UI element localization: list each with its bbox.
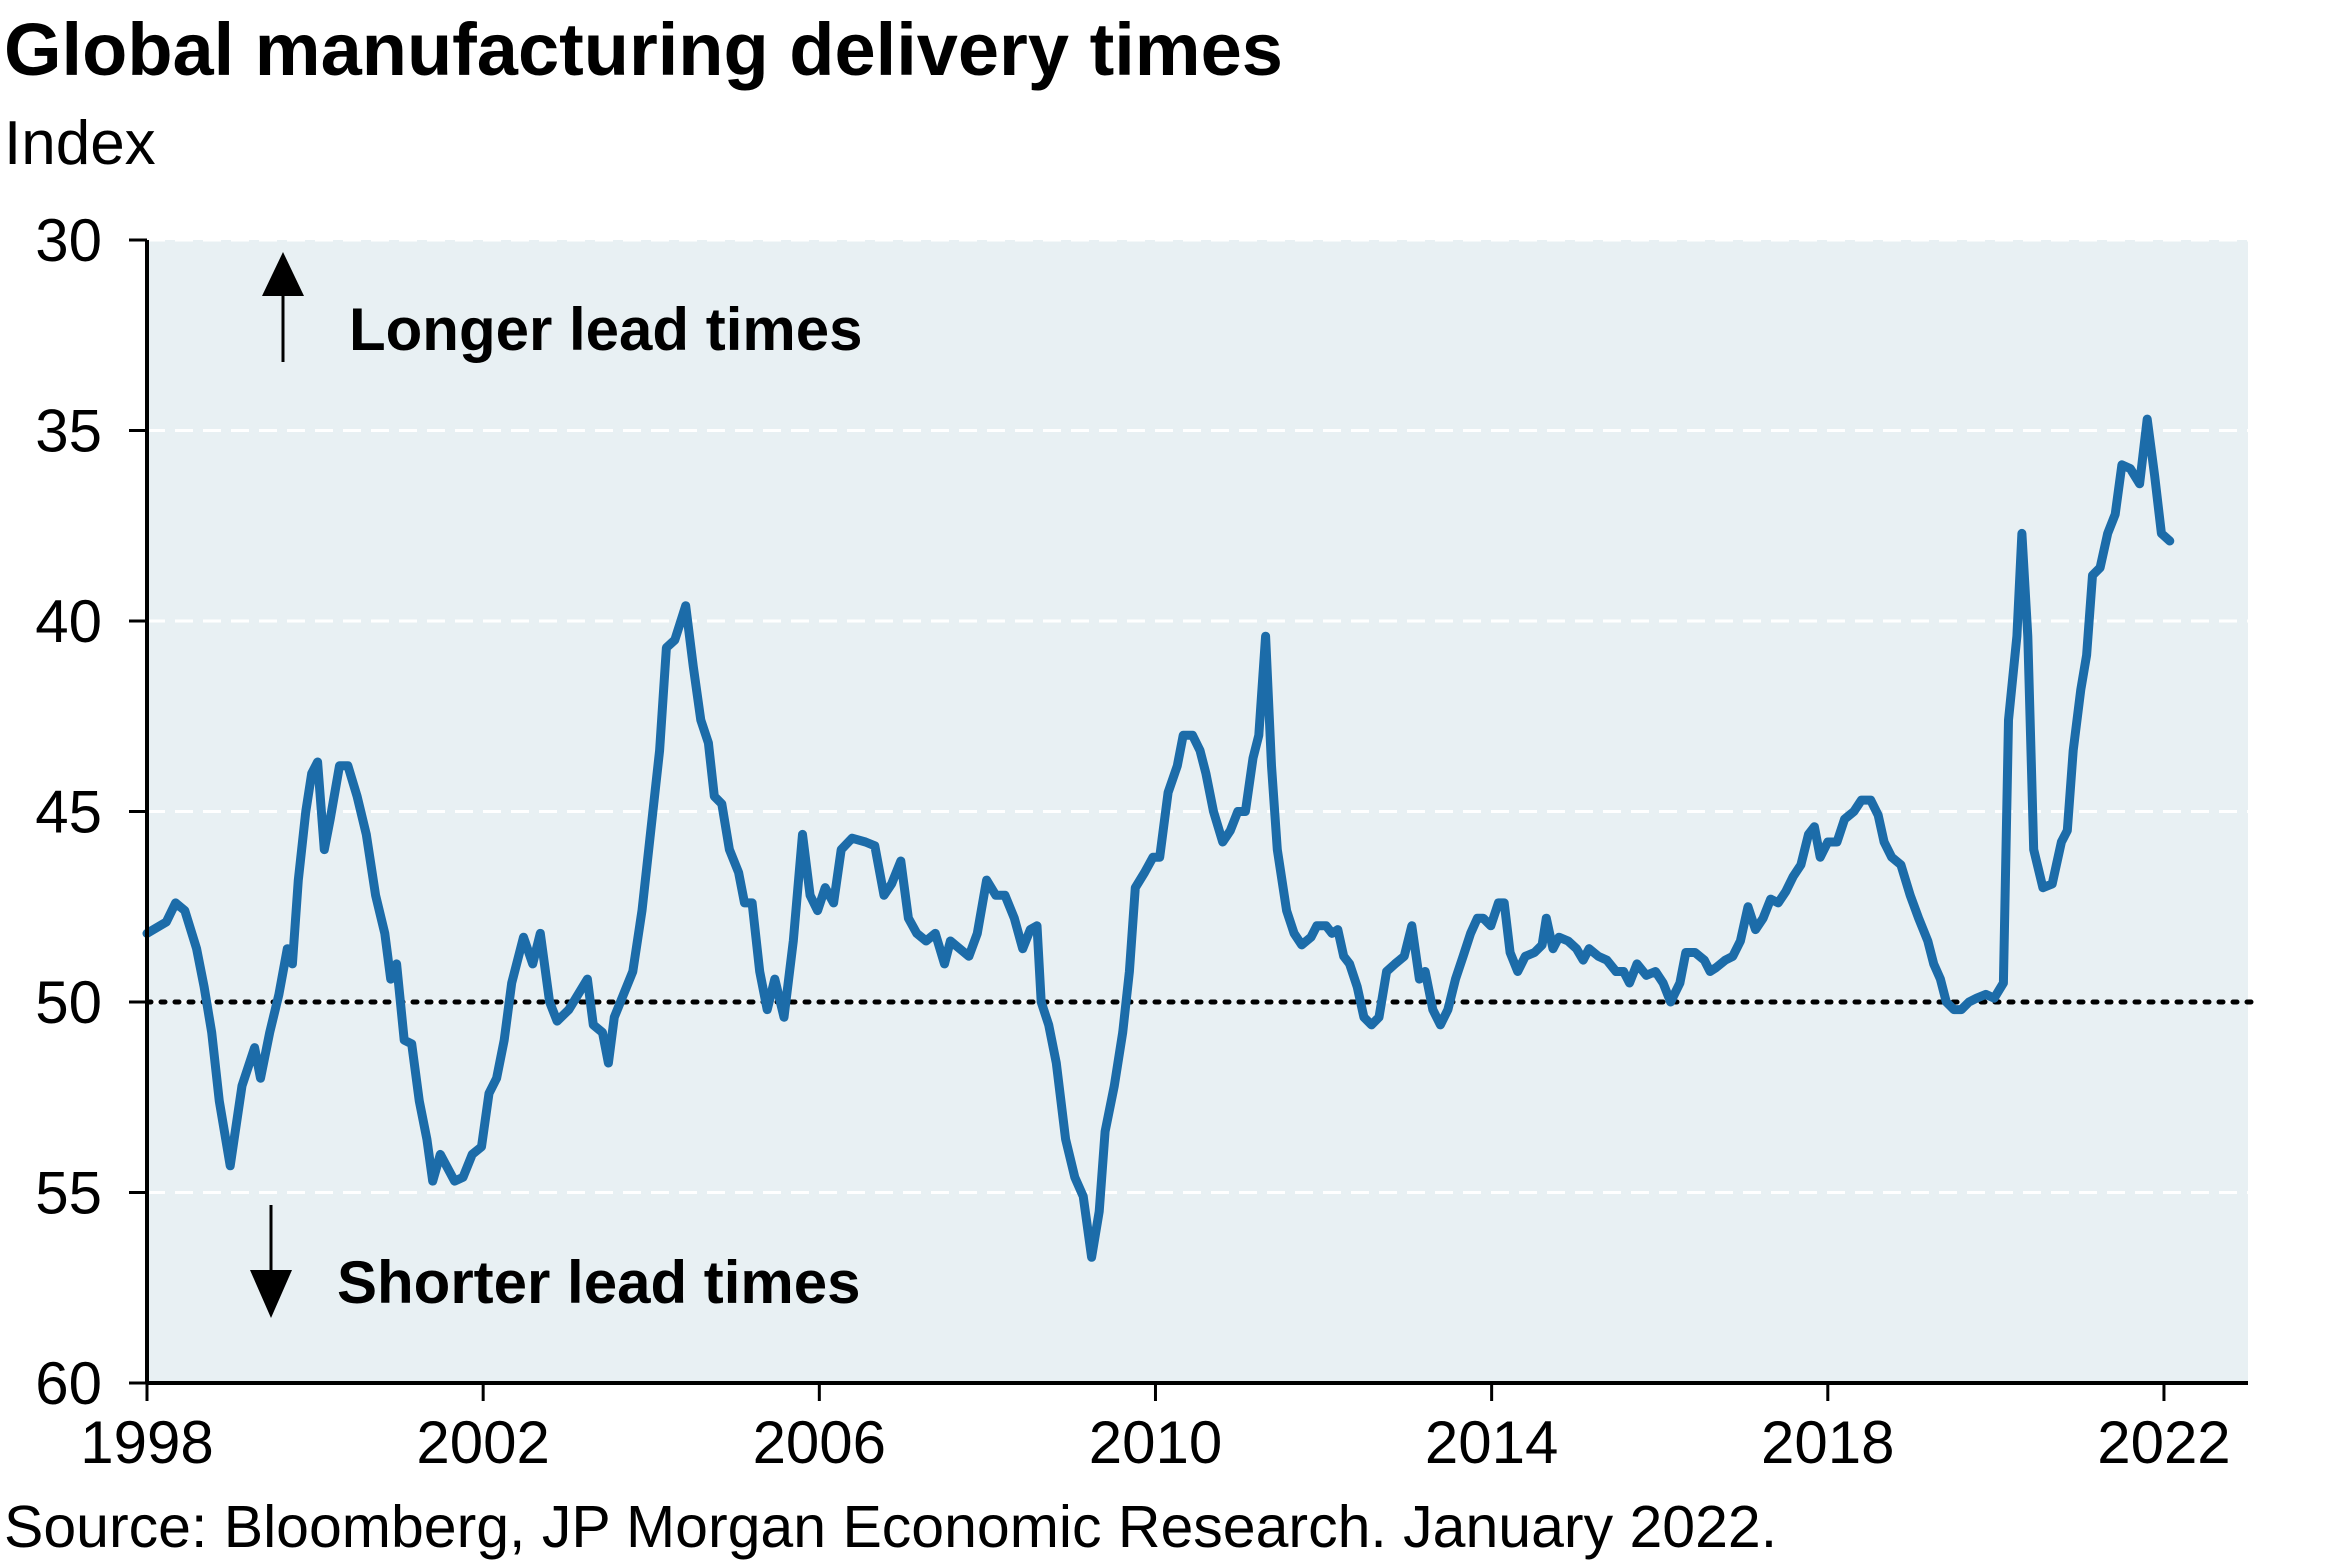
- y-tick-label: 30: [35, 207, 102, 274]
- chart-title: Global manufacturing delivery times: [4, 8, 1283, 91]
- x-tick-label: 2018: [1761, 1409, 1894, 1476]
- y-tick-label: 55: [35, 1160, 102, 1227]
- source-note: Source: Bloomberg, JP Morgan Economic Re…: [4, 1494, 1777, 1560]
- y-tick-label: 60: [35, 1350, 102, 1417]
- x-tick-label: 2022: [2097, 1409, 2230, 1476]
- arrow-head: [262, 252, 304, 296]
- y-tick-label: 40: [35, 588, 102, 655]
- annotation: Longer lead times: [349, 296, 862, 363]
- subtitle: Index: [4, 109, 156, 178]
- x-tick-label: 2010: [1089, 1409, 1222, 1476]
- x-tick-label: 2002: [416, 1409, 549, 1476]
- x-tick-label: 1998: [80, 1409, 213, 1476]
- data-line: [142, 414, 2175, 1262]
- y-tick-label: 45: [35, 779, 102, 846]
- x-tick-label: 2006: [753, 1409, 886, 1476]
- arrow-head: [250, 1270, 292, 1318]
- annotation: Shorter lead times: [337, 1249, 861, 1316]
- y-tick-label: 35: [35, 398, 102, 465]
- y-tick-label: 50: [35, 969, 102, 1036]
- x-tick-label: 2014: [1425, 1409, 1558, 1476]
